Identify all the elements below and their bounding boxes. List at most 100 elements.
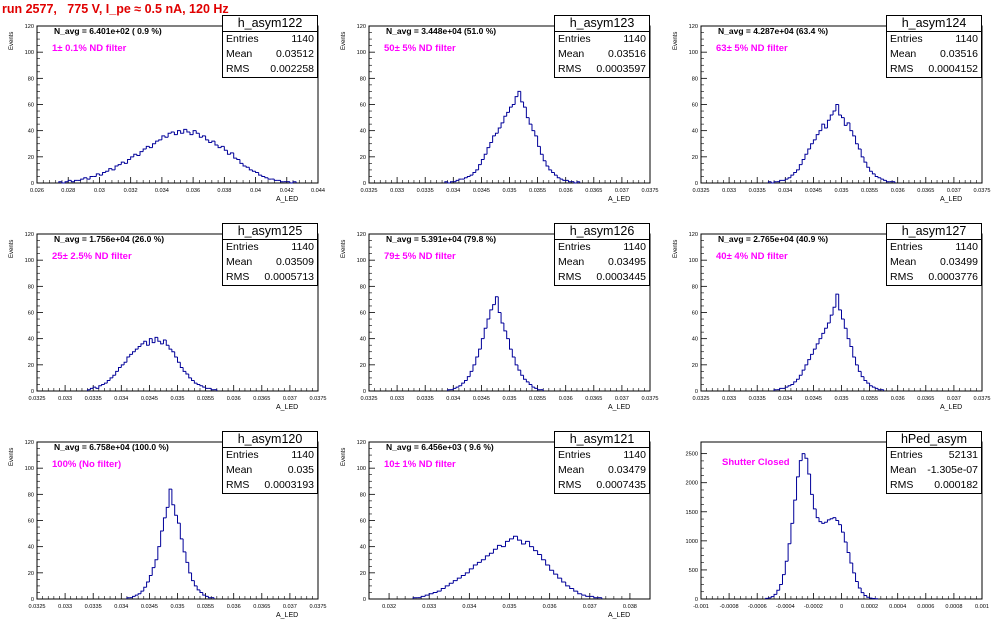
histogram-bin — [853, 131, 856, 136]
histogram-bin — [839, 521, 842, 525]
y-tick-label: 120 — [689, 24, 698, 30]
histogram-bin — [467, 377, 470, 381]
histogram-bin — [799, 375, 802, 379]
y-tick-label: 60 — [692, 103, 698, 109]
histogram-bin — [169, 345, 172, 349]
histogram-bin — [211, 388, 214, 389]
histogram-bin — [110, 378, 113, 381]
histogram-bin — [542, 555, 546, 560]
histogram-bins — [413, 536, 602, 599]
y-tick-label: 20 — [360, 155, 366, 161]
stats-key: Entries — [558, 448, 591, 463]
histogram-bin — [476, 357, 479, 365]
histogram-bin — [515, 97, 518, 105]
x-tick-label: 0.035 — [503, 604, 517, 610]
histogram-bin — [512, 349, 515, 357]
histogram-bins — [445, 91, 580, 183]
histogram-bin — [799, 165, 802, 170]
histogram-bin — [143, 149, 146, 152]
y-tick-label: 100 — [357, 258, 366, 264]
histogram-bin — [540, 146, 543, 154]
y-axis-label: Events — [9, 32, 15, 50]
histogram-bin — [861, 588, 864, 593]
stats-value: 0.0003597 — [596, 62, 646, 77]
histogram-bin — [200, 384, 203, 385]
histogram-bin — [794, 382, 797, 385]
x-tick-label: 0 — [840, 604, 843, 610]
histogram-bin — [453, 388, 456, 389]
x-tick-label: 0.038 — [623, 604, 637, 610]
histogram-bin — [166, 340, 169, 345]
stats-title: h_asym122 — [222, 15, 318, 32]
histogram-bin — [155, 560, 158, 568]
x-tick-label: 0.0004 — [889, 604, 906, 610]
x-axis-label: A_LED — [608, 612, 630, 619]
x-tick-label: 0.0335 — [417, 188, 434, 194]
histogram-bin — [858, 144, 861, 149]
x-tick-label: 0.026 — [30, 188, 44, 194]
histogram-bin — [215, 141, 218, 145]
histogram-bin — [147, 582, 150, 587]
histogram-bin — [884, 179, 887, 180]
histogram-bin — [878, 388, 881, 389]
x-tick-label: 0.0345 — [805, 188, 822, 194]
histogram-bin — [870, 383, 873, 386]
histogram-bin — [842, 525, 845, 533]
x-tick-label: 0.036 — [186, 188, 200, 194]
x-axis-label: A_LED — [940, 196, 962, 203]
histogram-bin — [178, 357, 181, 362]
y-tick-label: 120 — [357, 440, 366, 446]
histogram-bin — [816, 509, 819, 518]
histogram-bin — [456, 180, 459, 181]
histogram-bin — [158, 547, 161, 560]
y-axis-label: Events — [673, 32, 679, 50]
histogram-bin — [118, 367, 121, 371]
y-tick-label: 40 — [360, 337, 366, 343]
stats-key: Entries — [890, 448, 923, 463]
histogram-bin — [802, 370, 805, 375]
histogram-bin — [825, 328, 828, 333]
x-tick-label: 0.037 — [947, 188, 961, 194]
x-tick-label: -0.001 — [693, 604, 709, 610]
x-tick-label: 0.036 — [227, 396, 241, 402]
histogram-bin — [501, 123, 504, 128]
histogram-bin — [459, 179, 462, 180]
x-tick-label: 0.035 — [171, 604, 185, 610]
histogram-bin — [872, 386, 875, 387]
histogram-bin — [192, 378, 195, 381]
histogram-bin — [473, 365, 476, 372]
x-axis-label: A_LED — [276, 612, 298, 619]
stats-key: RMS — [558, 270, 581, 285]
filter-label: 50± 5% ND filter — [384, 43, 456, 54]
histogram-bin — [456, 387, 459, 388]
y-tick-label: 60 — [360, 519, 366, 525]
stats-key: Mean — [890, 463, 916, 478]
x-tick-label: 0.037 — [615, 188, 629, 194]
y-tick-label: 500 — [689, 568, 698, 574]
stats-value: 0.03495 — [608, 255, 646, 270]
histogram-bin — [518, 365, 521, 370]
histogram-bin — [563, 179, 566, 180]
histogram-bin — [192, 573, 195, 581]
stats-key: Mean — [558, 47, 584, 62]
y-tick-label: 120 — [25, 440, 34, 446]
histogram-bins — [88, 337, 217, 391]
x-tick-label: 0.033 — [390, 188, 404, 194]
histogram-bin — [856, 357, 859, 365]
histogram-bin — [799, 461, 802, 477]
histogram-bin — [574, 589, 578, 592]
histogram-bin — [875, 174, 878, 177]
histogram-bin — [421, 596, 425, 597]
